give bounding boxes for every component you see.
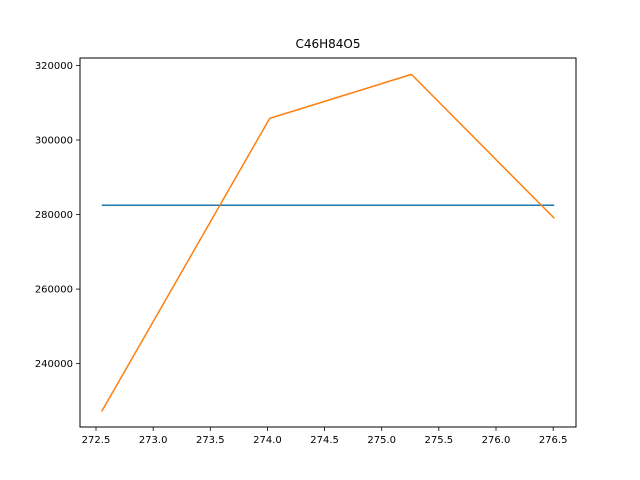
y-tick-label: 240000	[35, 359, 73, 370]
chart-title: C46H84O5	[295, 37, 360, 51]
x-tick-label: 275.0	[367, 435, 396, 446]
x-tick-label: 275.5	[425, 435, 454, 446]
x-tick-label: 272.5	[82, 435, 111, 446]
series-layer	[101, 73, 555, 412]
y-tick-label: 320000	[35, 61, 73, 72]
plot-frame	[79, 57, 577, 428]
x-tick-label: 273.5	[196, 435, 225, 446]
x-tick-label: 274.0	[253, 435, 282, 446]
x-tick-label: 273.0	[139, 435, 168, 446]
y-tick-label: 300000	[35, 136, 73, 147]
x-tick-label: 276.0	[482, 435, 511, 446]
y-axis: 240000 260000 280000 300000 320000	[35, 61, 80, 370]
series-line-2	[101, 73, 555, 412]
x-tick-label: 276.5	[539, 435, 568, 446]
x-tick-label: 274.5	[310, 435, 339, 446]
y-tick-label: 260000	[35, 285, 73, 296]
y-tick-label: 280000	[35, 210, 73, 221]
x-axis: 272.5 273.0 273.5 274.0 274.5 275.0 275.5 276.0…	[82, 427, 568, 446]
